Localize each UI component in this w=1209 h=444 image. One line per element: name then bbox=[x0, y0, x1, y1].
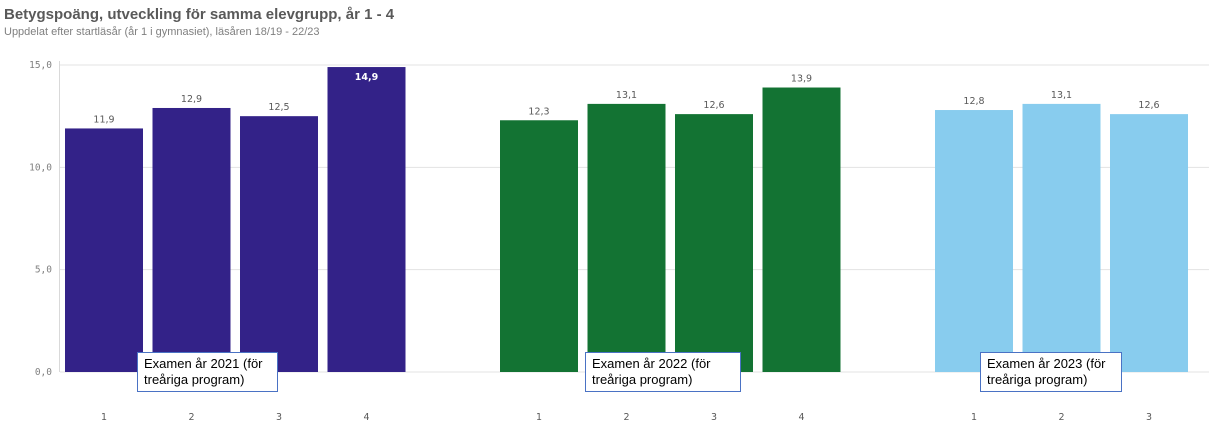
x-tick-label: 3 bbox=[276, 412, 282, 423]
y-tick-label: 10,0 bbox=[29, 162, 52, 173]
y-tick-label: 5,0 bbox=[35, 265, 52, 276]
data-label: 13,1 bbox=[616, 90, 637, 101]
annotation-box: Examen år 2023 (för treåriga program) bbox=[980, 352, 1122, 392]
annotation-line: Examen år 2023 (för bbox=[987, 356, 1106, 371]
x-tick-label: 3 bbox=[711, 412, 717, 423]
bar bbox=[935, 110, 1013, 372]
x-tick-label: 1 bbox=[971, 412, 977, 423]
bar bbox=[65, 128, 143, 372]
bar bbox=[587, 103, 666, 373]
bar bbox=[240, 116, 318, 373]
bar bbox=[762, 87, 841, 372]
data-label: 12,3 bbox=[528, 106, 549, 117]
data-label: 12,8 bbox=[963, 96, 984, 107]
annotation-line: treåriga program) bbox=[592, 372, 693, 387]
x-tick-label: 3 bbox=[1146, 412, 1152, 423]
annotation-line: Examen år 2022 (för bbox=[592, 356, 711, 371]
bar bbox=[500, 120, 578, 372]
y-tick-label: 15,0 bbox=[29, 60, 52, 71]
bar bbox=[152, 107, 231, 372]
bar bbox=[675, 114, 753, 373]
data-label: 12,5 bbox=[268, 102, 289, 113]
chart-title: Betygspoäng, utveckling för samma elevgr… bbox=[4, 6, 395, 23]
x-tick-label: 1 bbox=[536, 412, 542, 423]
data-label: 12,6 bbox=[703, 100, 724, 111]
bar bbox=[1110, 114, 1188, 373]
data-label: 14,9 bbox=[355, 72, 378, 83]
annotation-line: treåriga program) bbox=[144, 372, 245, 387]
y-tick-label: 0,0 bbox=[35, 367, 52, 378]
x-tick-label: 2 bbox=[623, 412, 629, 423]
annotation-box: Examen år 2021 (för treåriga program) bbox=[137, 352, 278, 392]
x-tick-label: 1 bbox=[101, 412, 107, 423]
data-label: 13,9 bbox=[791, 74, 812, 85]
data-label: 12,6 bbox=[1138, 100, 1159, 111]
data-label: 11,9 bbox=[93, 114, 114, 125]
x-tick-label: 4 bbox=[798, 412, 804, 423]
x-tick-label: 4 bbox=[363, 412, 369, 423]
annotation-box: Examen år 2022 (för treåriga program) bbox=[585, 352, 741, 392]
chart-subtitle: Uppdelat efter startläsår (år 1 i gymnas… bbox=[4, 26, 320, 38]
bar bbox=[1022, 103, 1101, 373]
x-tick-label: 2 bbox=[188, 412, 194, 423]
annotation-line: Examen år 2021 (för bbox=[144, 356, 263, 371]
data-label: 13,1 bbox=[1051, 90, 1072, 101]
x-tick-label: 2 bbox=[1058, 412, 1064, 423]
data-label: 12,9 bbox=[181, 94, 202, 105]
bar bbox=[327, 67, 406, 373]
annotation-line: treåriga program) bbox=[987, 372, 1088, 387]
